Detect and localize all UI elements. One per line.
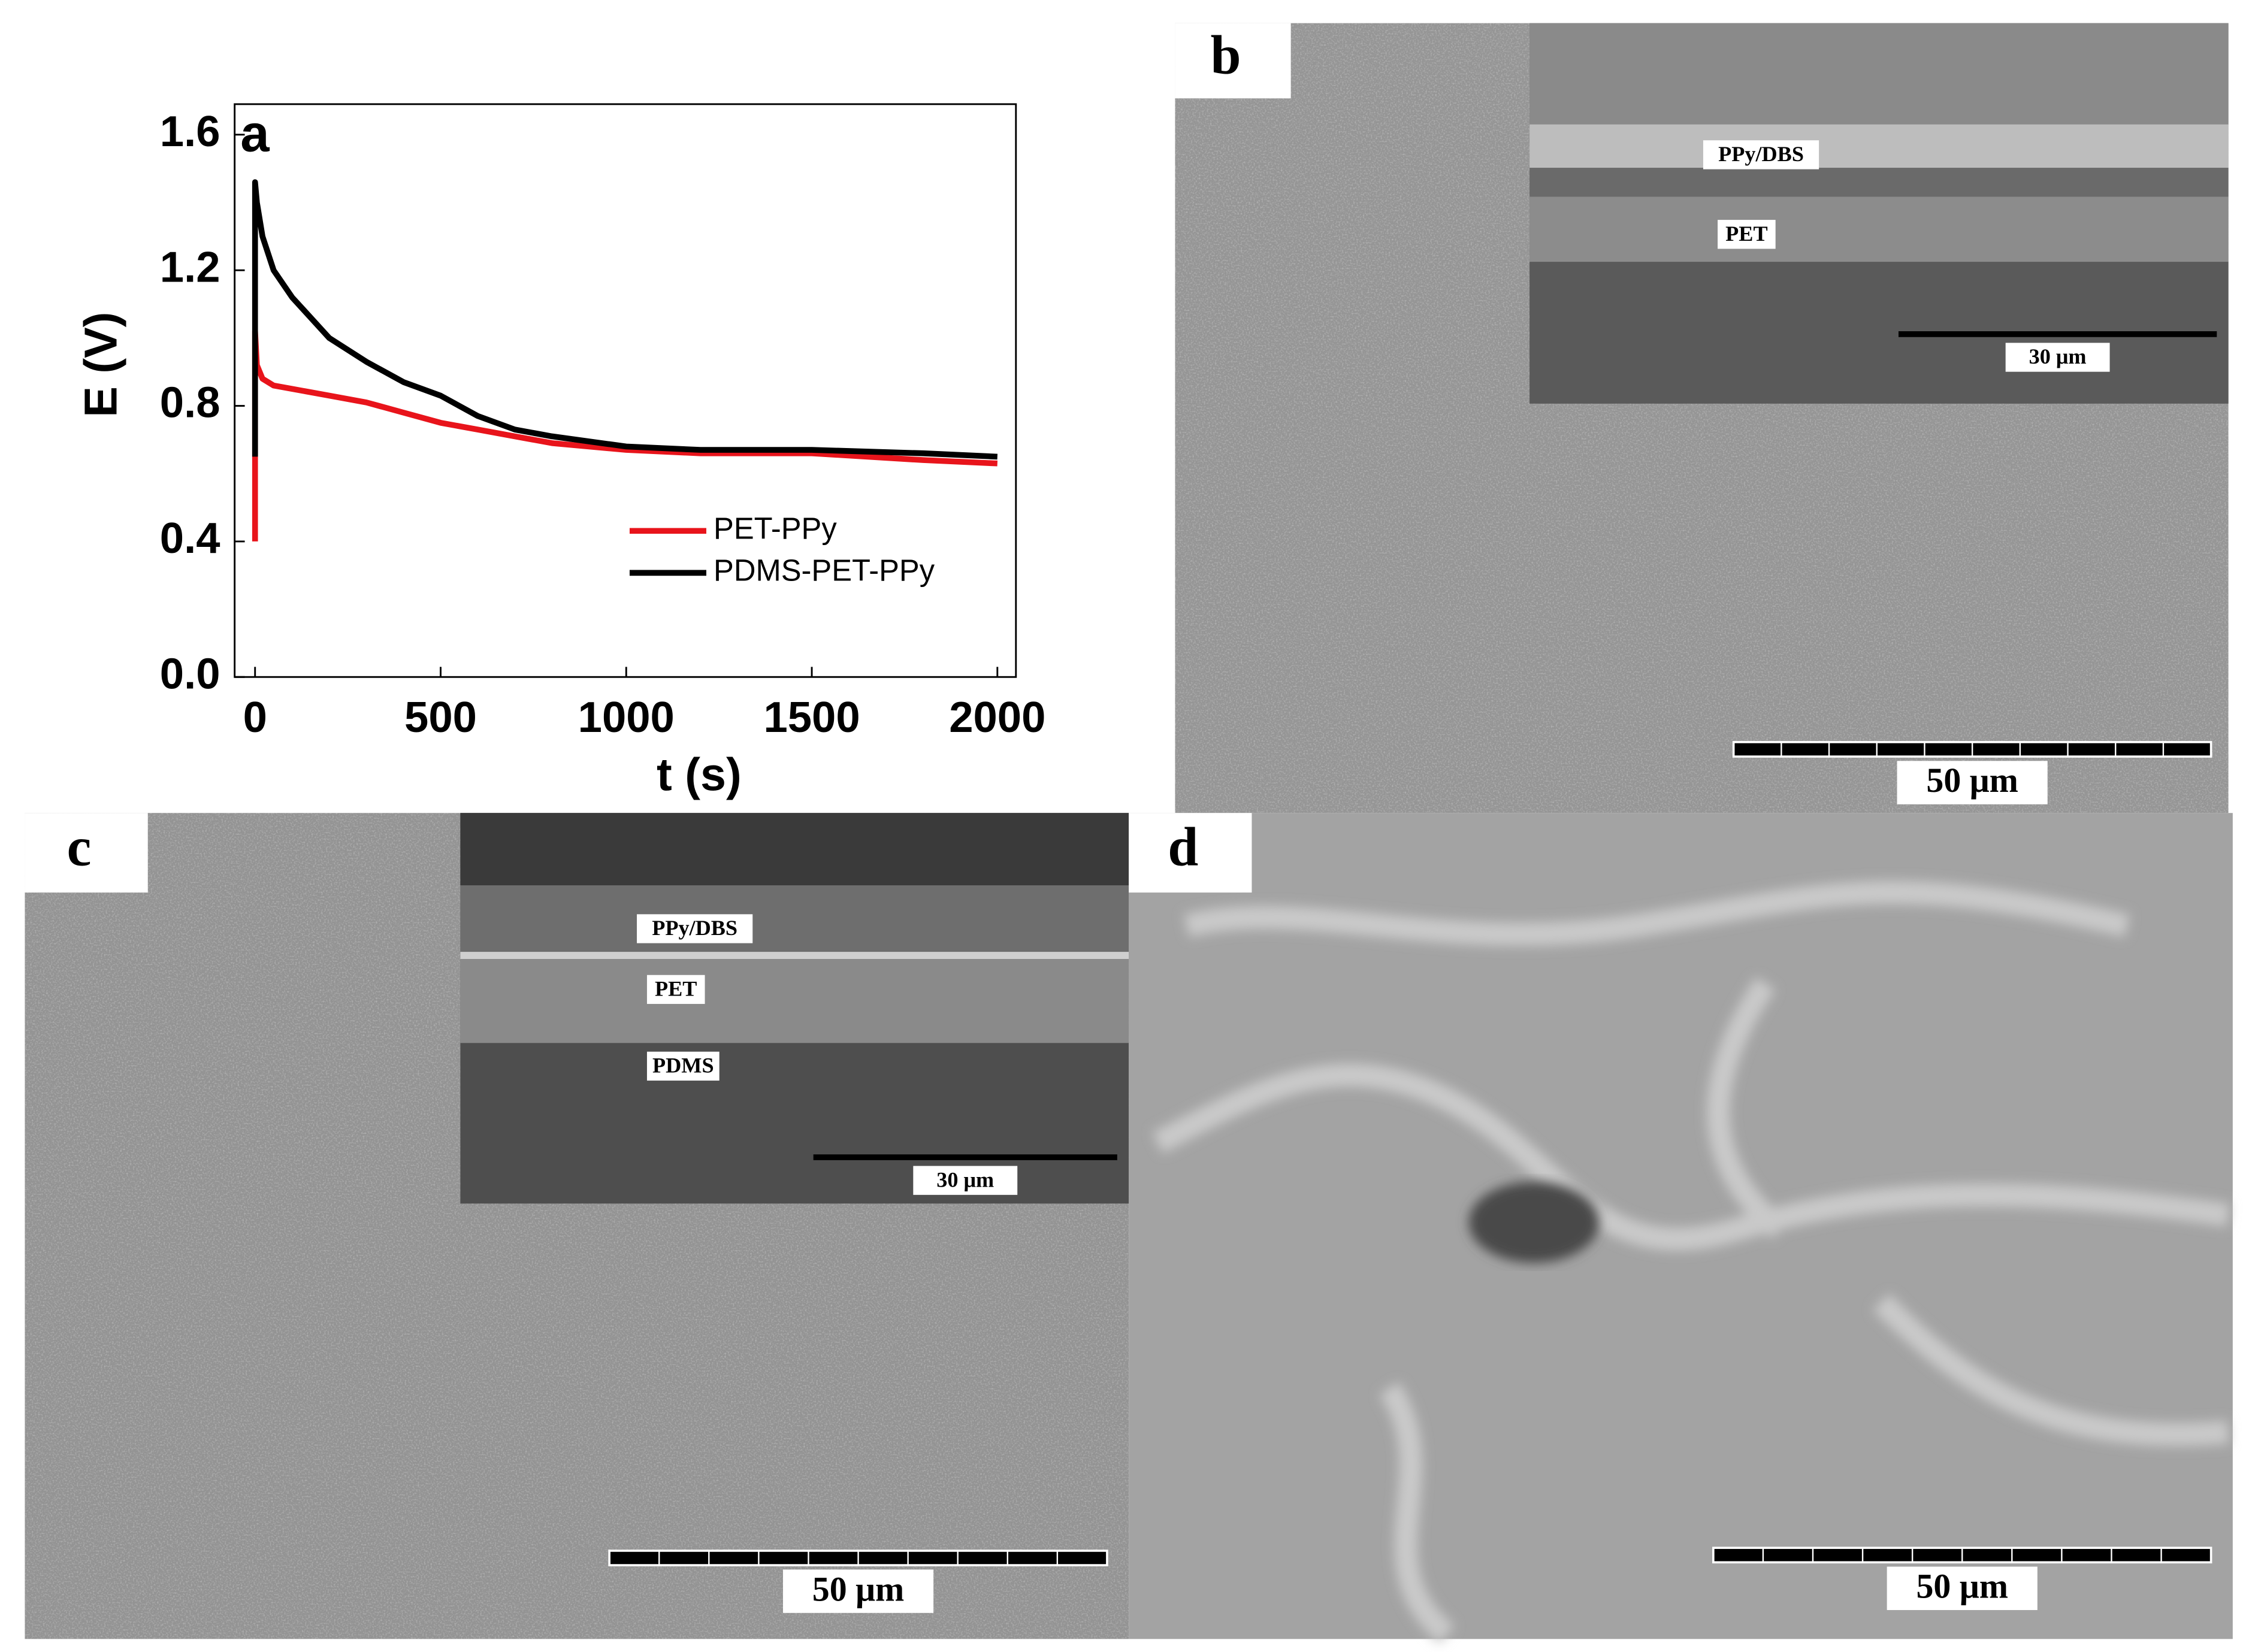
sem-ridges bbox=[1152, 881, 2230, 1644]
y-tick-label: 0.4 bbox=[160, 514, 220, 562]
scale-label-box bbox=[1897, 761, 2048, 804]
series-line bbox=[252, 328, 998, 541]
panel-label: c bbox=[67, 816, 92, 878]
layer-label: PDMS bbox=[652, 1054, 714, 1078]
y-tick-label: 1.2 bbox=[160, 243, 220, 291]
layer-label-box bbox=[646, 975, 705, 1004]
x-tick-label: 1000 bbox=[578, 693, 675, 742]
panel-label: a bbox=[240, 104, 270, 162]
inset-band bbox=[1529, 23, 2229, 125]
inset-scale-label-box bbox=[913, 1166, 1018, 1195]
y-tick-label: 0.0 bbox=[160, 649, 220, 698]
ridge bbox=[1152, 1063, 2230, 1251]
panel-label-box bbox=[25, 813, 148, 893]
x-axis-label: t (s) bbox=[657, 749, 742, 801]
inset-scale-label: 30 μm bbox=[2029, 344, 2087, 368]
legend-label: PET-PPy bbox=[714, 512, 837, 546]
scale-label: 50 μm bbox=[812, 1569, 905, 1608]
x-tick-label: 500 bbox=[404, 693, 477, 742]
inset-band bbox=[460, 885, 1129, 955]
ridge bbox=[1379, 1382, 1455, 1644]
layer-label: PET bbox=[655, 977, 697, 1001]
ridge bbox=[1707, 977, 1788, 1239]
sem-dark-spot bbox=[1468, 1182, 1600, 1263]
x-tick-label: 0 bbox=[243, 693, 267, 742]
inset-band bbox=[1529, 196, 2229, 262]
chart: a t (s) E (V) 0 500 1000 1500 2000 0.0 0.4 0.8 1… bbox=[75, 103, 1045, 801]
panel-label: d bbox=[1168, 816, 1198, 878]
layer-label-box bbox=[637, 914, 753, 943]
layer-label-box bbox=[646, 1051, 720, 1081]
y-tick-label: 0.8 bbox=[160, 379, 220, 427]
layer-label: PPy/DBS bbox=[1718, 142, 1804, 166]
ridge bbox=[1184, 881, 2130, 946]
inset-band bbox=[1529, 168, 2229, 197]
y-tick-label: 1.6 bbox=[160, 107, 220, 156]
scale-label: 50 μm bbox=[1916, 1566, 2008, 1605]
y-axis-label: E (V) bbox=[75, 312, 127, 417]
inset-band bbox=[460, 952, 1129, 960]
layer-label: PPy/DBS bbox=[652, 916, 737, 940]
panel-d bbox=[1129, 813, 2233, 1644]
layer-label-box bbox=[1718, 220, 1776, 249]
layer-label: PET bbox=[1725, 222, 1767, 246]
panel-c bbox=[25, 813, 1129, 1639]
legend-label: PDMS-PET-PPy bbox=[714, 553, 935, 588]
scale-label-box bbox=[1887, 1566, 2038, 1610]
layer-label-box bbox=[1703, 140, 1819, 170]
plot-frame bbox=[234, 103, 1017, 678]
series-line bbox=[252, 179, 998, 460]
sem-image bbox=[1129, 813, 2233, 1639]
panel-label: b bbox=[1210, 24, 1241, 85]
inset-band bbox=[460, 813, 1129, 886]
inset-scale-label-box bbox=[2005, 343, 2110, 372]
x-tick-label: 1500 bbox=[763, 693, 860, 742]
panel-label-box bbox=[1175, 23, 1291, 99]
inset-scale-label: 30 μm bbox=[936, 1167, 994, 1191]
scale-label: 50 μm bbox=[1926, 761, 2018, 800]
panel-b bbox=[1175, 23, 2229, 813]
scale-label-box bbox=[782, 1569, 934, 1613]
panel-label-box bbox=[1129, 813, 1252, 893]
ridge bbox=[1873, 1293, 2230, 1446]
inset-band bbox=[460, 959, 1129, 1043]
inset-band bbox=[1529, 124, 2229, 168]
x-tick-label: 2000 bbox=[949, 693, 1045, 742]
